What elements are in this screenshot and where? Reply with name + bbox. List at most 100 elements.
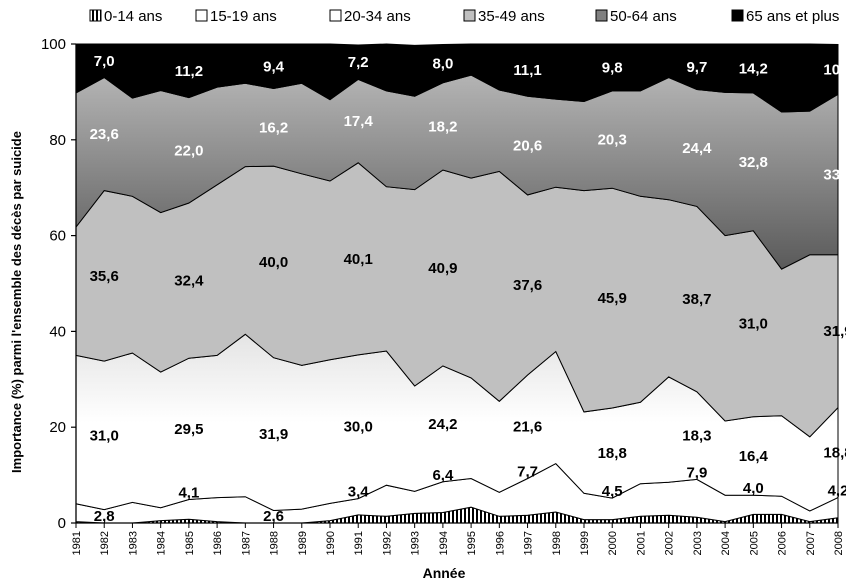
data-label: 7,0	[94, 53, 115, 70]
x-tick-label: 1981	[71, 531, 83, 555]
data-label: 40,1	[344, 251, 373, 268]
data-label: 3,4	[348, 484, 370, 501]
data-label: 9,7	[686, 59, 707, 76]
x-tick-label: 1999	[579, 531, 591, 555]
x-tick-label: 2006	[777, 531, 789, 555]
legend-swatch	[89, 9, 102, 22]
data-label: 4,2	[828, 483, 846, 500]
y-axis-title: Importance (%) parmi l'ensemble des décè…	[9, 131, 24, 473]
legend-swatch	[195, 9, 208, 22]
x-tick-label: 2004	[720, 531, 732, 555]
data-label: 20,6	[513, 138, 542, 155]
area-65-ans-et-plus	[75, 43, 839, 113]
data-label: 2,8	[94, 508, 115, 525]
data-label: 37,6	[513, 277, 542, 294]
data-label: 16,2	[259, 119, 288, 136]
legend-swatch	[463, 9, 476, 22]
x-tick-label: 2001	[635, 531, 647, 555]
x-tick-label: 1992	[381, 531, 393, 555]
x-tick-label: 2005	[748, 531, 760, 555]
x-tick-label: 1997	[523, 531, 535, 555]
legend-label: 15-19 ans	[210, 8, 277, 25]
data-label: 31,0	[90, 427, 119, 444]
legend-label: 65 ans et plus	[746, 8, 839, 25]
data-label: 20,3	[598, 132, 627, 149]
data-label: 18,8	[598, 445, 627, 462]
x-tick-label: 1986	[212, 531, 224, 555]
legend-label: 20-34 ans	[344, 8, 411, 25]
data-label: 10,4	[823, 61, 846, 78]
y-tick-label: 20	[49, 419, 66, 436]
x-tick-label: 2003	[692, 531, 704, 555]
data-label: 14,2	[739, 60, 768, 77]
y-tick-label: 60	[49, 228, 66, 245]
data-label: 29,5	[174, 421, 203, 438]
data-label: 9,8	[602, 60, 623, 77]
data-label: 2,6	[263, 508, 284, 525]
x-axis-ticks: 1981 1982 1983 1984 1985 1986 1987 1988 1989 1990…	[71, 523, 845, 555]
x-tick-label: 2000	[607, 531, 619, 555]
x-tick-label: 1987	[240, 531, 252, 555]
x-axis-title: Année	[423, 565, 466, 581]
x-tick-label: 2008	[833, 531, 845, 555]
chart-legend: 0-14 ans 15-19 ans 20-34 ans 35-49 ans 50-64…	[89, 8, 839, 25]
data-label: 33,5	[823, 167, 846, 184]
x-tick-label: 2007	[805, 531, 817, 555]
x-tick-label: 2002	[664, 531, 676, 555]
data-label: 8,0	[432, 56, 453, 73]
legend-swatch	[595, 9, 608, 22]
data-label: 23,6	[90, 126, 119, 143]
data-label: 4,1	[178, 485, 199, 502]
x-tick-label: 1993	[410, 531, 422, 555]
data-label: 38,7	[682, 291, 711, 308]
x-tick-label: 1991	[353, 531, 365, 555]
plot-area: 2,8 4,1 2,6 3,4 6,4 7,7 4,5 7,9 4,0 4,2 31,0 29,5 31…	[75, 43, 846, 525]
x-tick-label: 1994	[438, 531, 450, 555]
x-tick-label: 1995	[466, 531, 478, 555]
x-tick-label: 1990	[325, 531, 337, 555]
x-tick-label: 1988	[269, 531, 281, 555]
series-areas	[75, 43, 839, 524]
y-axis-ticks: 0 20 40 60 80 100	[41, 36, 76, 532]
legend-label: 35-49 ans	[478, 8, 545, 25]
x-tick-label: 1982	[99, 531, 111, 555]
data-label: 32,4	[174, 273, 204, 290]
data-label: 4,0	[743, 480, 764, 497]
data-label: 31,0	[739, 316, 768, 333]
data-label: 31,9	[823, 323, 846, 340]
data-label: 4,5	[602, 483, 623, 500]
data-label: 16,4	[739, 448, 769, 465]
y-tick-label: 40	[49, 323, 66, 340]
legend-swatch	[329, 9, 342, 22]
y-tick-label: 0	[58, 515, 66, 532]
x-tick-label: 1985	[184, 531, 196, 555]
x-tick-label: 1984	[156, 531, 168, 555]
data-label: 22,0	[174, 142, 203, 159]
data-label: 24,4	[682, 140, 712, 157]
data-label: 24,2	[428, 416, 457, 433]
data-label: 18,8	[823, 445, 846, 462]
data-label: 30,0	[344, 419, 373, 436]
data-label: 9,4	[263, 58, 285, 75]
data-label: 40,9	[428, 260, 457, 277]
data-label: 7,2	[348, 54, 369, 71]
data-label: 18,3	[682, 428, 711, 445]
data-label: 17,4	[344, 113, 374, 130]
data-label: 7,9	[686, 464, 707, 481]
y-tick-label: 100	[41, 36, 66, 53]
legend-label: 0-14 ans	[104, 8, 162, 25]
data-label: 31,9	[259, 426, 288, 443]
data-labels: 2,8 4,1 2,6 3,4 6,4 7,7 4,5 7,9 4,0 4,2 31,0 29,5 31…	[90, 53, 846, 525]
data-label: 45,9	[598, 290, 627, 307]
legend-label: 50-64 ans	[610, 8, 677, 25]
data-label: 11,2	[175, 63, 203, 80]
x-tick-label: 1989	[297, 531, 309, 555]
data-label: 35,6	[90, 268, 119, 285]
data-label: 21,6	[513, 419, 542, 436]
data-label: 18,2	[428, 118, 457, 135]
x-tick-label: 1996	[494, 531, 506, 555]
data-label: 11,1	[513, 62, 541, 79]
x-tick-label: 1998	[551, 531, 563, 555]
